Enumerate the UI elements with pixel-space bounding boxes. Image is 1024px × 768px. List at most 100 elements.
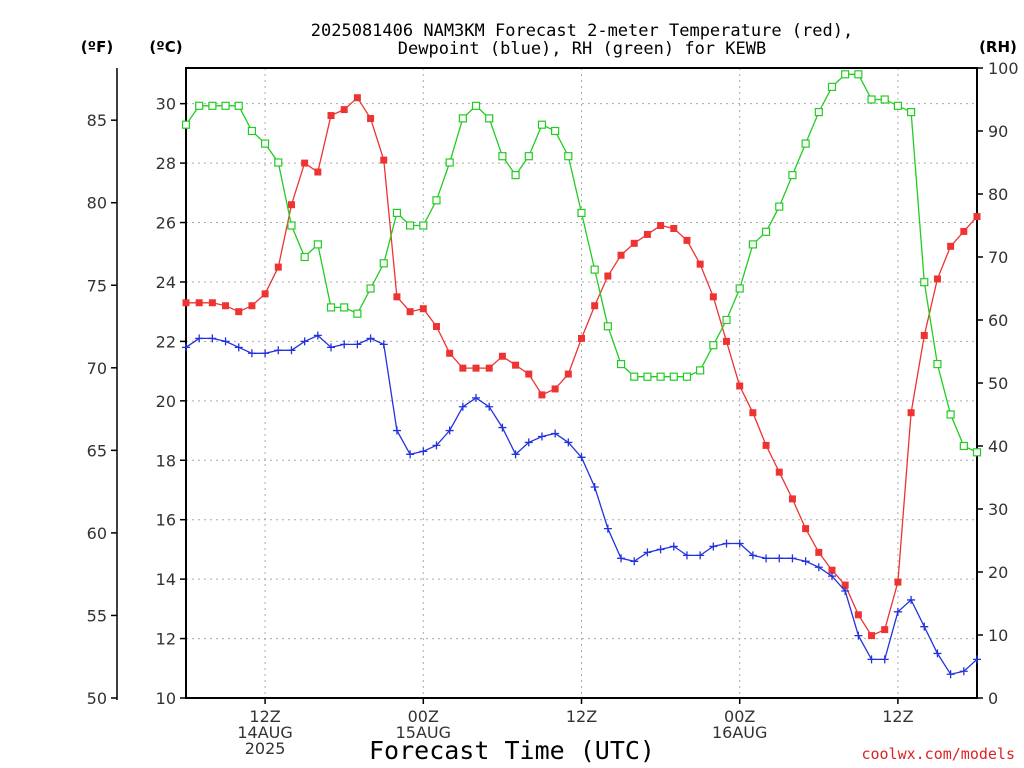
dewpoint-point	[511, 450, 520, 459]
dewpoint-point	[643, 548, 652, 557]
dewpoint-point	[524, 438, 533, 447]
rh-point	[735, 284, 744, 293]
temperature-point	[525, 370, 533, 378]
rh-point	[551, 126, 560, 136]
celsius-unit-label: (ºC)	[149, 38, 182, 56]
fahrenheit-tick-label: 50	[87, 689, 107, 708]
rh-point	[722, 315, 731, 325]
rh-point	[353, 309, 362, 318]
rh-point	[274, 158, 283, 167]
rh-point	[445, 158, 454, 167]
dewpoint-point	[287, 346, 296, 355]
dewpoint-point	[959, 667, 968, 676]
temperature-point	[248, 302, 256, 310]
rh-unit-label: (RH)	[979, 38, 1017, 56]
dewpoint-point	[182, 343, 190, 352]
rh-point	[959, 441, 968, 451]
rh-point	[920, 278, 929, 287]
rh-point	[577, 208, 586, 217]
dewpoint-point	[379, 340, 388, 349]
temperature-point	[261, 290, 269, 298]
dewpoint-point	[419, 447, 428, 456]
rh-point	[392, 208, 402, 217]
temperature-point	[683, 236, 691, 244]
dewpoint-point	[617, 554, 626, 563]
rh-point	[366, 284, 375, 293]
rh-point	[313, 240, 322, 249]
dewpoint-point	[458, 402, 467, 411]
rh-point	[669, 372, 678, 381]
rh-tick-label: 0	[988, 689, 998, 708]
rh-point	[709, 341, 718, 350]
dewpoint-point	[261, 349, 270, 358]
rh-point	[616, 360, 626, 369]
dewpoint-point	[366, 334, 375, 343]
rh-point	[906, 107, 916, 117]
dewpoint-point	[340, 340, 349, 349]
temperature-point	[406, 308, 414, 316]
rh-point	[564, 152, 573, 161]
rh-point	[867, 95, 876, 104]
temperature-point	[868, 632, 876, 640]
celsius-tick-label: 10	[156, 689, 176, 708]
temperature-point	[854, 611, 862, 619]
rh-point	[247, 126, 257, 136]
rh-point	[221, 101, 230, 110]
dewpoint-point	[577, 453, 586, 462]
rh-point	[511, 171, 520, 180]
temperature-point	[432, 323, 440, 331]
celsius-tick-label: 14	[156, 570, 176, 589]
rh-series	[181, 70, 982, 457]
temperature-series	[182, 94, 981, 640]
fahrenheit-tick-label: 75	[87, 276, 107, 295]
temperature-point	[578, 334, 585, 342]
celsius-tick-label: 24	[156, 273, 176, 292]
series-layer	[181, 70, 982, 679]
dewpoint-point	[603, 524, 612, 533]
fahrenheit-tick-label: 85	[87, 111, 107, 130]
temperature-point	[380, 156, 388, 164]
temperature-point	[485, 364, 493, 372]
x-tick-label: 14AUG	[237, 723, 292, 742]
temperature-point	[696, 260, 704, 268]
rh-point	[933, 360, 942, 369]
rh-point	[788, 171, 797, 180]
rh-point	[406, 221, 415, 230]
temperature-point	[788, 495, 796, 503]
rh-point	[326, 303, 336, 312]
chart-title-line-2: Dewpoint (blue), RH (green) for KEWB	[398, 39, 766, 59]
rh-point	[471, 101, 481, 110]
temperature-point	[670, 224, 678, 232]
rh-point	[485, 114, 494, 123]
rh-point	[340, 303, 349, 312]
temperature-point	[327, 112, 335, 120]
rh-point	[814, 107, 823, 117]
dewpoint-point	[327, 343, 336, 352]
dewpoint-point	[537, 432, 546, 441]
temperature-point	[617, 251, 625, 259]
rh-point	[419, 221, 428, 230]
dewpoint-point	[392, 426, 401, 435]
temperature-point	[182, 299, 190, 307]
x-axis-title: Forecast Time (UTC)	[369, 736, 655, 765]
dewpoint-point	[195, 334, 204, 343]
dewpoint-point	[801, 557, 810, 566]
dewpoint-point	[564, 438, 573, 447]
temperature-point	[472, 364, 480, 372]
dewpoint-point	[946, 670, 955, 679]
dewpoint-point	[406, 450, 415, 459]
x-tick-label: 2025	[245, 739, 286, 758]
rh-point	[880, 95, 889, 104]
credit-text: coolwx.com/models	[861, 745, 1015, 763]
dewpoint-point	[762, 554, 771, 563]
temperature-point	[643, 230, 651, 238]
dewpoint-point	[973, 655, 981, 664]
celsius-tick-label: 20	[156, 392, 176, 411]
dewpoint-point	[748, 551, 757, 560]
dewpoint-point	[827, 572, 836, 581]
temperature-point	[538, 391, 546, 399]
rh-point	[498, 152, 507, 161]
temperature-point	[933, 275, 941, 283]
rh-point	[195, 101, 204, 110]
rh-point	[458, 114, 467, 123]
